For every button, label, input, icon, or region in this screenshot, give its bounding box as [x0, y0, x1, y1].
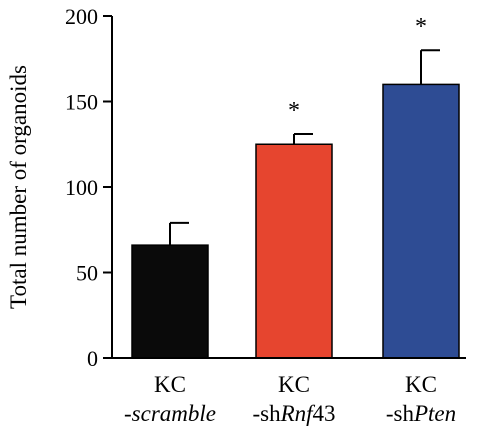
significance-marker: *: [288, 98, 300, 124]
y-axis-title: Total number of organoids: [6, 65, 31, 309]
category-label-line2: -shPten: [386, 401, 456, 426]
category-label-line1: KC: [278, 372, 310, 397]
y-axis: 0 50 100 150 200: [65, 4, 113, 371]
category-label-line2: -shRnf43: [252, 401, 335, 426]
category-label-part: 43: [313, 401, 336, 426]
significance-marker: *: [415, 14, 427, 40]
category-label-part: -sh: [386, 401, 415, 426]
category-label-line1: KC: [154, 372, 186, 397]
bar: [131, 244, 209, 359]
category-label-part: -scramble: [124, 401, 216, 426]
y-tick-label: 200: [65, 4, 98, 29]
y-tick-label: 50: [76, 261, 98, 286]
y-tick-label: 100: [65, 175, 98, 200]
bar: [382, 83, 460, 359]
y-tick-label: 0: [87, 346, 98, 371]
category-label-part: Rnf: [280, 401, 317, 426]
bars: **: [112, 14, 466, 359]
category-label-part: Pten: [413, 401, 456, 426]
category-label-line2: -scramble: [124, 401, 216, 426]
y-tick-label: 150: [65, 90, 98, 115]
bar: [255, 143, 333, 359]
category-label-line1: KC: [405, 372, 437, 397]
category-label-part: -sh: [252, 401, 281, 426]
